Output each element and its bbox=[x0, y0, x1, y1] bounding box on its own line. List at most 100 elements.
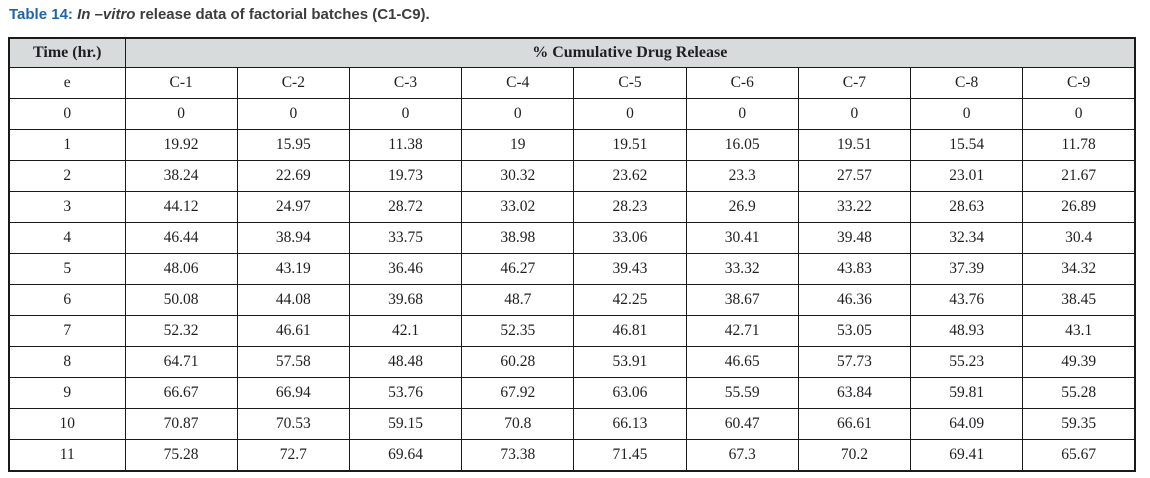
value-cell: 50.08 bbox=[124, 284, 238, 316]
batch-name-cell: C-8 bbox=[910, 67, 1024, 99]
value-cell: 23.01 bbox=[910, 160, 1024, 192]
value-cell: 26.89 bbox=[1022, 191, 1136, 223]
value-cell: 19.73 bbox=[348, 160, 463, 192]
value-cell: 22.69 bbox=[236, 160, 350, 192]
value-cell: 52.35 bbox=[461, 315, 575, 347]
value-cell: 33.02 bbox=[461, 191, 575, 223]
value-cell: 70.8 bbox=[461, 408, 575, 440]
value-cell: 70.2 bbox=[797, 439, 912, 472]
time-cell: 7 bbox=[8, 315, 126, 347]
value-cell: 55.23 bbox=[910, 346, 1024, 378]
value-cell: 38.94 bbox=[236, 222, 350, 254]
table-row: 7 52.32 46.61 42.1 52.35 46.81 42.71 53.05 48.93… bbox=[8, 315, 1136, 347]
value-cell: 38.67 bbox=[685, 284, 799, 316]
value-cell: 49.39 bbox=[1022, 346, 1136, 378]
time-cell: 8 bbox=[8, 346, 126, 378]
value-cell: 57.73 bbox=[797, 346, 912, 378]
value-cell: 69.64 bbox=[348, 439, 463, 472]
value-cell: 11.38 bbox=[348, 129, 463, 161]
value-cell: 66.67 bbox=[124, 377, 238, 409]
value-cell: 42.71 bbox=[685, 315, 799, 347]
value-cell: 73.38 bbox=[461, 439, 575, 472]
value-cell: 72.7 bbox=[236, 439, 350, 472]
batch-name-cell: C-2 bbox=[236, 67, 350, 99]
value-cell: 64.09 bbox=[910, 408, 1024, 440]
value-cell: 44.12 bbox=[124, 191, 238, 223]
value-cell: 0 bbox=[910, 98, 1024, 130]
value-cell: 28.63 bbox=[910, 191, 1024, 223]
value-cell: 38.98 bbox=[461, 222, 575, 254]
value-cell: 19.51 bbox=[797, 129, 912, 161]
value-cell: 55.28 bbox=[1022, 377, 1136, 409]
drug-release-table: Time (hr.) % Cumulative Drug Release e C-… bbox=[8, 37, 1136, 472]
value-cell: 75.28 bbox=[124, 439, 238, 472]
table-row: 4 46.44 38.94 33.75 38.98 33.06 30.41 39.48 32.3… bbox=[8, 222, 1136, 254]
value-cell: 46.61 bbox=[236, 315, 350, 347]
table-row: 8 64.71 57.58 48.48 60.28 53.91 46.65 57.73 55.2… bbox=[8, 346, 1136, 378]
time-cell: 11 bbox=[8, 439, 126, 472]
value-cell: 67.3 bbox=[685, 439, 799, 472]
batch-row-label: e bbox=[8, 67, 126, 99]
value-cell: 46.36 bbox=[797, 284, 912, 316]
table-row: 10 70.87 70.53 59.15 70.8 66.13 60.47 66.61 64.0… bbox=[8, 408, 1136, 440]
table-caption: Table 14: In –vitro release data of fact… bbox=[8, 5, 1142, 24]
value-cell: 38.24 bbox=[124, 160, 238, 192]
value-cell: 0 bbox=[236, 98, 350, 130]
table-row: 2 38.24 22.69 19.73 30.32 23.62 23.3 27.57 23.01… bbox=[8, 160, 1136, 192]
value-cell: 11.78 bbox=[1022, 129, 1136, 161]
value-cell: 0 bbox=[573, 98, 687, 130]
value-cell: 48.06 bbox=[124, 253, 238, 285]
value-cell: 60.47 bbox=[685, 408, 799, 440]
value-cell: 66.61 bbox=[797, 408, 912, 440]
table-row: 1 19.92 15.95 11.38 19 19.51 16.05 19.51 15.54 11… bbox=[8, 129, 1136, 161]
value-cell: 19.92 bbox=[124, 129, 238, 161]
value-cell: 30.4 bbox=[1022, 222, 1136, 254]
value-cell: 53.76 bbox=[348, 377, 463, 409]
value-cell: 33.06 bbox=[573, 222, 687, 254]
value-cell: 30.41 bbox=[685, 222, 799, 254]
time-cell: 4 bbox=[8, 222, 126, 254]
value-cell: 46.27 bbox=[461, 253, 575, 285]
value-cell: 46.44 bbox=[124, 222, 238, 254]
value-cell: 36.46 bbox=[348, 253, 463, 285]
value-cell: 70.53 bbox=[236, 408, 350, 440]
value-cell: 33.75 bbox=[348, 222, 463, 254]
value-cell: 59.15 bbox=[348, 408, 463, 440]
time-cell: 5 bbox=[8, 253, 126, 285]
value-cell: 33.32 bbox=[685, 253, 799, 285]
batch-name-cell: C-1 bbox=[124, 67, 238, 99]
value-cell: 70.87 bbox=[124, 408, 238, 440]
value-cell: 26.9 bbox=[685, 191, 799, 223]
value-cell: 39.48 bbox=[797, 222, 912, 254]
batch-name-cell: C-3 bbox=[348, 67, 463, 99]
table-row: 9 66.67 66.94 53.76 67.92 63.06 55.59 63.84 59.8… bbox=[8, 377, 1136, 409]
value-cell: 48.7 bbox=[461, 284, 575, 316]
value-cell: 0 bbox=[1022, 98, 1136, 130]
value-cell: 30.32 bbox=[461, 160, 575, 192]
value-cell: 48.93 bbox=[910, 315, 1024, 347]
value-cell: 23.62 bbox=[573, 160, 687, 192]
value-cell: 43.19 bbox=[236, 253, 350, 285]
batch-header-row: e C-1 C-2 C-3 C-4 C-5 C-6 C-7 C-8 C-9 bbox=[8, 67, 1136, 99]
table-row: 6 50.08 44.08 39.68 48.7 42.25 38.67 46.36 43.76… bbox=[8, 284, 1136, 316]
value-cell: 48.48 bbox=[348, 346, 463, 378]
time-cell: 6 bbox=[8, 284, 126, 316]
batch-name-cell: C-7 bbox=[797, 67, 912, 99]
value-cell: 52.32 bbox=[124, 315, 238, 347]
table-row: 5 48.06 43.19 36.46 46.27 39.43 33.32 43.83 37.3… bbox=[8, 253, 1136, 285]
value-cell: 19 bbox=[461, 129, 575, 161]
value-cell: 0 bbox=[124, 98, 238, 130]
value-cell: 64.71 bbox=[124, 346, 238, 378]
table-row: 11 75.28 72.7 69.64 73.38 71.45 67.3 70.2 69.41 6… bbox=[8, 439, 1136, 472]
value-cell: 27.57 bbox=[797, 160, 912, 192]
time-cell: 10 bbox=[8, 408, 126, 440]
value-cell: 39.43 bbox=[573, 253, 687, 285]
value-cell: 0 bbox=[797, 98, 912, 130]
value-cell: 42.25 bbox=[573, 284, 687, 316]
value-cell: 15.95 bbox=[236, 129, 350, 161]
value-cell: 28.72 bbox=[348, 191, 463, 223]
time-cell: 0 bbox=[8, 98, 126, 130]
value-cell: 0 bbox=[685, 98, 799, 130]
value-cell: 60.28 bbox=[461, 346, 575, 378]
value-cell: 55.59 bbox=[685, 377, 799, 409]
